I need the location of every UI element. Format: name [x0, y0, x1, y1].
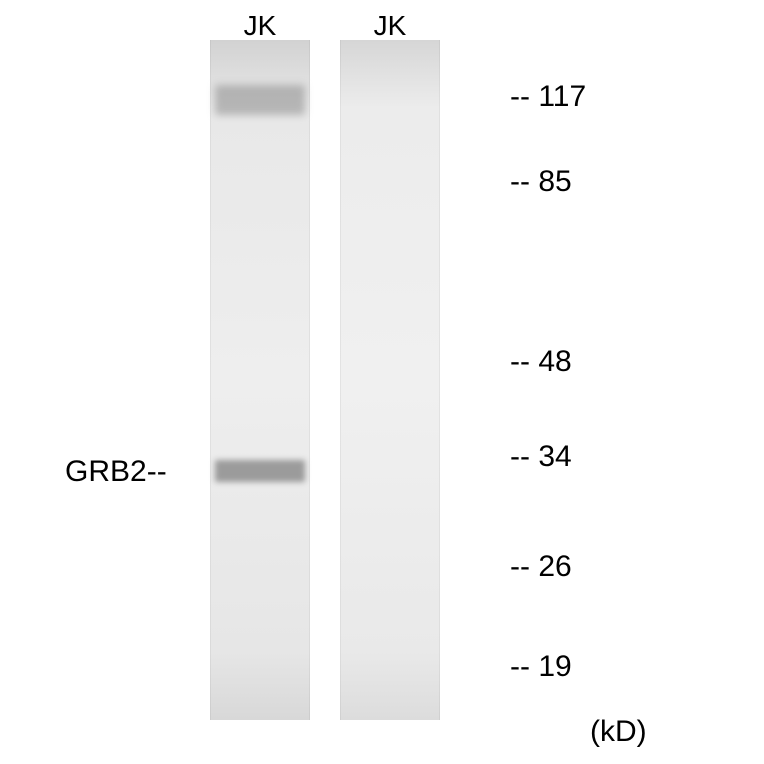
marker-value: 26 — [538, 550, 571, 583]
marker-tick: -- — [510, 165, 530, 198]
marker-tick: -- — [510, 345, 530, 378]
lane2-header-text: JK — [374, 10, 407, 41]
marker-value: 117 — [538, 80, 586, 113]
marker-tick: -- — [510, 440, 530, 473]
band-label-text: GRB2 — [65, 455, 147, 488]
marker-tick: -- — [510, 550, 530, 583]
marker-tick: -- — [510, 80, 530, 113]
lane2-header: JK — [340, 10, 440, 42]
marker-48: -- 48 — [510, 345, 572, 379]
unit-label-text: (kD) — [590, 715, 647, 748]
marker-85: -- 85 — [510, 165, 572, 199]
lane2 — [340, 40, 440, 720]
marker-19: -- 19 — [510, 650, 572, 684]
western-blot-figure: JK JK GRB2-- -- 117 -- 85 -- 48 -- 34 --… — [0, 0, 764, 764]
lane1 — [210, 40, 310, 720]
band-label-tick: -- — [147, 455, 167, 488]
band-label-grb2: GRB2-- — [65, 455, 167, 489]
marker-value: 34 — [538, 440, 571, 473]
marker-34: -- 34 — [510, 440, 572, 474]
marker-value: 85 — [538, 165, 571, 198]
marker-26: -- 26 — [510, 550, 572, 584]
marker-117: -- 117 — [510, 80, 586, 114]
marker-value: 19 — [538, 650, 571, 683]
unit-label: (kD) — [590, 715, 647, 749]
lane1-band-0 — [215, 85, 305, 115]
marker-tick: -- — [510, 650, 530, 683]
lane1-header-text: JK — [244, 10, 277, 41]
marker-value: 48 — [538, 345, 571, 378]
lane1-band-1 — [215, 460, 305, 482]
lane1-header: JK — [210, 10, 310, 42]
